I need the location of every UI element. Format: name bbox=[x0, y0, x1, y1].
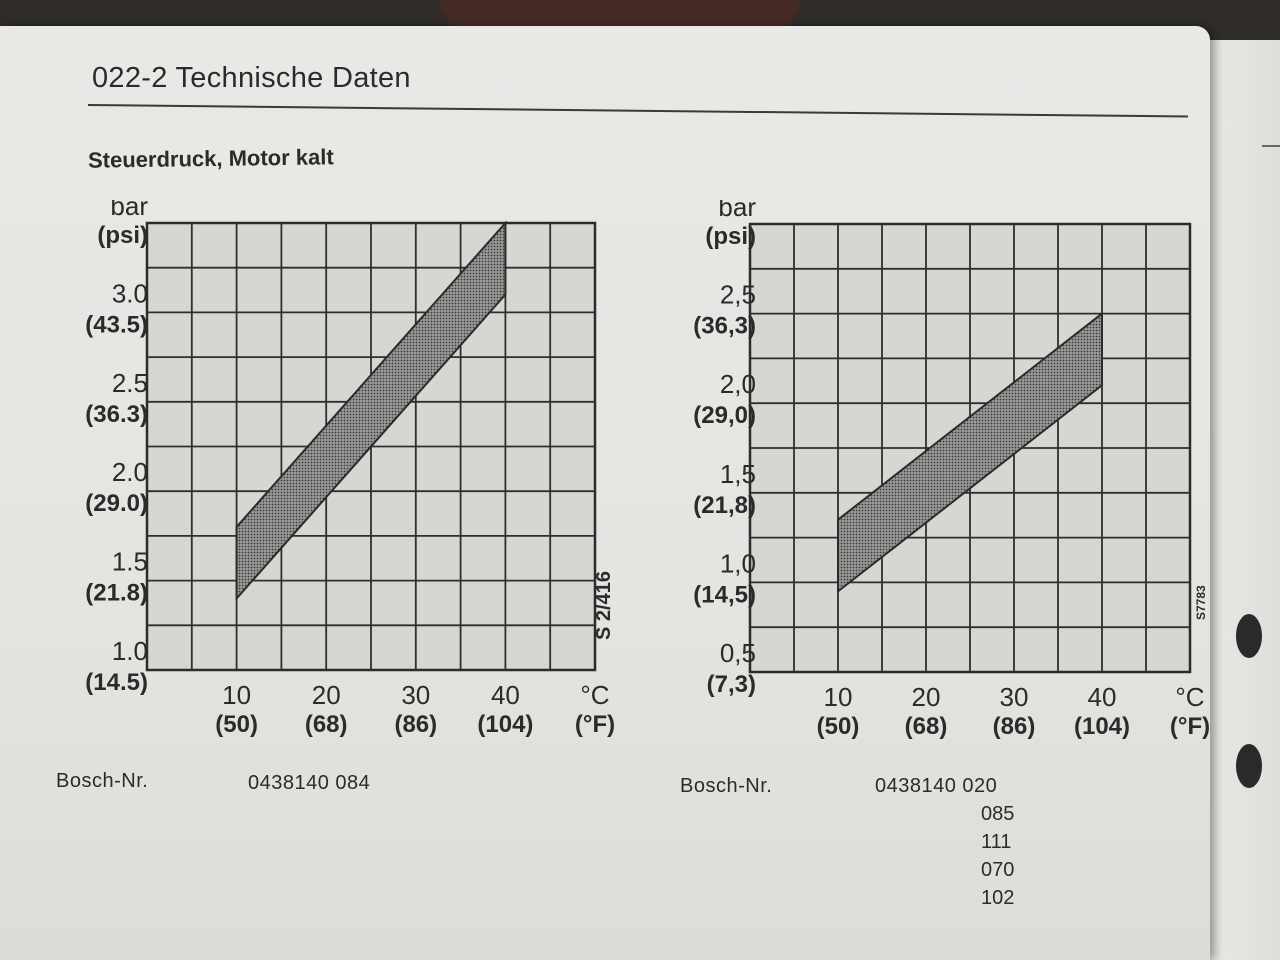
y-tick-sublabel: (29,0) bbox=[693, 402, 756, 429]
y-tick-sublabel: (14,5) bbox=[693, 581, 756, 608]
chart-subtitle: Steuerdruck, Motor kalt bbox=[87, 144, 334, 173]
y-tick-sublabel: (psi) bbox=[705, 223, 756, 250]
x-tick-sublabel: (86) bbox=[993, 713, 1036, 740]
bosch-label-right: Bosch-Nr. bbox=[680, 775, 773, 797]
x-tick-sublabel: (86) bbox=[394, 711, 437, 738]
x-tick-sublabel: (68) bbox=[905, 713, 948, 740]
y-tick-label: 1.5 bbox=[112, 547, 148, 577]
y-tick-sublabel: (14.5) bbox=[85, 669, 148, 696]
bosch-number-left: 0438140 084 bbox=[248, 772, 371, 794]
x-tick-label: 20 bbox=[312, 680, 341, 710]
bosch-number-right-5: 102 bbox=[981, 887, 1015, 909]
bosch-label-left: Bosch-Nr. bbox=[56, 770, 149, 792]
x-tick-sublabel: (50) bbox=[817, 713, 860, 740]
x-tick-label: 30 bbox=[401, 680, 430, 710]
x-tick-label: 10 bbox=[222, 680, 251, 710]
next-page-rule bbox=[1262, 145, 1280, 147]
x-tick-sublabel: (104) bbox=[477, 711, 533, 738]
y-tick-sublabel: (21,8) bbox=[693, 492, 756, 519]
x-tick-sublabel: (68) bbox=[305, 711, 348, 738]
bosch-number-right-4: 070 bbox=[981, 859, 1015, 881]
y-tick-sublabel: (29.0) bbox=[85, 490, 148, 517]
x-tick-label: °C bbox=[1175, 682, 1204, 712]
y-tick-sublabel: (21.8) bbox=[85, 580, 148, 607]
y-tick-sublabel: (psi) bbox=[97, 222, 148, 249]
y-tick-label: 3.0 bbox=[112, 278, 148, 308]
tolerance-band bbox=[235, 220, 507, 602]
x-tick-label: 20 bbox=[912, 682, 941, 712]
y-tick-label: bar bbox=[110, 200, 148, 221]
background-object bbox=[440, 0, 800, 30]
x-tick-label: 10 bbox=[824, 682, 853, 712]
y-tick-label: bar bbox=[718, 200, 756, 222]
tolerance-band bbox=[837, 311, 1103, 594]
figure-code: S 2/416 bbox=[593, 571, 615, 640]
bosch-number-right-3: 111 bbox=[981, 831, 1012, 853]
chart-left: 1.0 (14.5) 1.5 (21.8) 2.0 (29.0) 2.5 (36.3) 3.0 (… bbox=[85, 200, 615, 738]
y-tick-sublabel: (43.5) bbox=[85, 311, 148, 338]
x-tick-sublabel: (50) bbox=[215, 711, 258, 738]
x-tick-sublabel: (104) bbox=[1074, 713, 1130, 740]
y-tick-label: 1,5 bbox=[720, 459, 756, 489]
y-tick-sublabel: (36,3) bbox=[693, 313, 756, 340]
y-tick-label: 2,0 bbox=[720, 369, 756, 399]
y-tick-sublabel: (36.3) bbox=[85, 401, 148, 428]
x-tick-label: °C bbox=[580, 680, 609, 710]
y-tick-label: 1.0 bbox=[112, 636, 148, 666]
next-page bbox=[1196, 40, 1280, 960]
bosch-number-right: 0438140 020 bbox=[875, 775, 998, 797]
x-tick-label: 40 bbox=[1088, 682, 1117, 712]
figure-code: S7783 bbox=[1194, 585, 1208, 620]
y-tick-label: 0,5 bbox=[720, 638, 756, 668]
chart-right: 0,5 (7,3) 1,0 (14,5) 1,5 (21,8) 2,0 (29,0) 2,5 (3… bbox=[693, 200, 1210, 740]
y-tick-label: 2.5 bbox=[112, 368, 148, 398]
x-tick-sublabel: (°F) bbox=[575, 711, 615, 738]
x-tick-label: 30 bbox=[1000, 682, 1029, 712]
bosch-number-right-2: 085 bbox=[981, 803, 1015, 825]
y-tick-label: 1,0 bbox=[720, 548, 756, 578]
y-tick-sublabel: (7,3) bbox=[707, 671, 756, 698]
x-tick-label: 40 bbox=[491, 680, 520, 710]
binder-hole bbox=[1236, 744, 1262, 788]
page-title: 022-2 Technische Daten bbox=[92, 62, 411, 94]
binder-hole bbox=[1236, 614, 1262, 658]
y-tick-label: 2,5 bbox=[720, 280, 756, 310]
y-tick-label: 2.0 bbox=[112, 457, 148, 487]
x-tick-sublabel: (°F) bbox=[1170, 713, 1210, 740]
